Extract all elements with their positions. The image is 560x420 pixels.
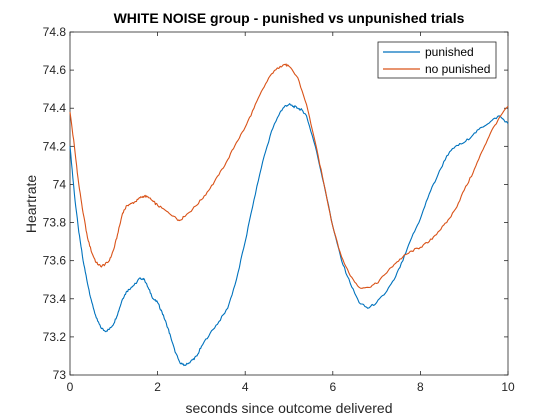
y-tick-label: 73.6 [43,254,67,268]
x-tick-label: 4 [242,380,249,394]
y-tick-label: 73.4 [43,292,67,306]
chart-title: WHITE NOISE group - punished vs unpunish… [114,10,465,26]
y-tick-label: 74.4 [43,101,67,115]
y-axis-label: Heartrate [23,175,39,234]
x-tick-label: 2 [154,380,161,394]
x-tick-label: 0 [67,380,74,394]
x-tick-label: 10 [501,380,515,394]
y-tick-label: 73.2 [43,330,67,344]
legend-label-punished: punished [425,45,474,59]
legend: punished no punished [378,42,496,78]
y-tick-label: 74.8 [43,25,67,39]
y-tick-label: 73 [53,368,67,382]
x-axis-label: seconds since outcome delivered [185,400,392,416]
x-tick-label: 8 [417,380,424,394]
legend-label-no-punished: no punished [425,62,490,76]
x-tick-label: 6 [329,380,336,394]
plot-frame [70,32,508,375]
y-tick-label: 74.6 [43,63,67,77]
y-tick-label: 74 [53,177,67,191]
y-tick-label: 73.8 [43,216,67,230]
plot-area [70,32,508,375]
y-tick-label: 74.2 [43,139,67,153]
